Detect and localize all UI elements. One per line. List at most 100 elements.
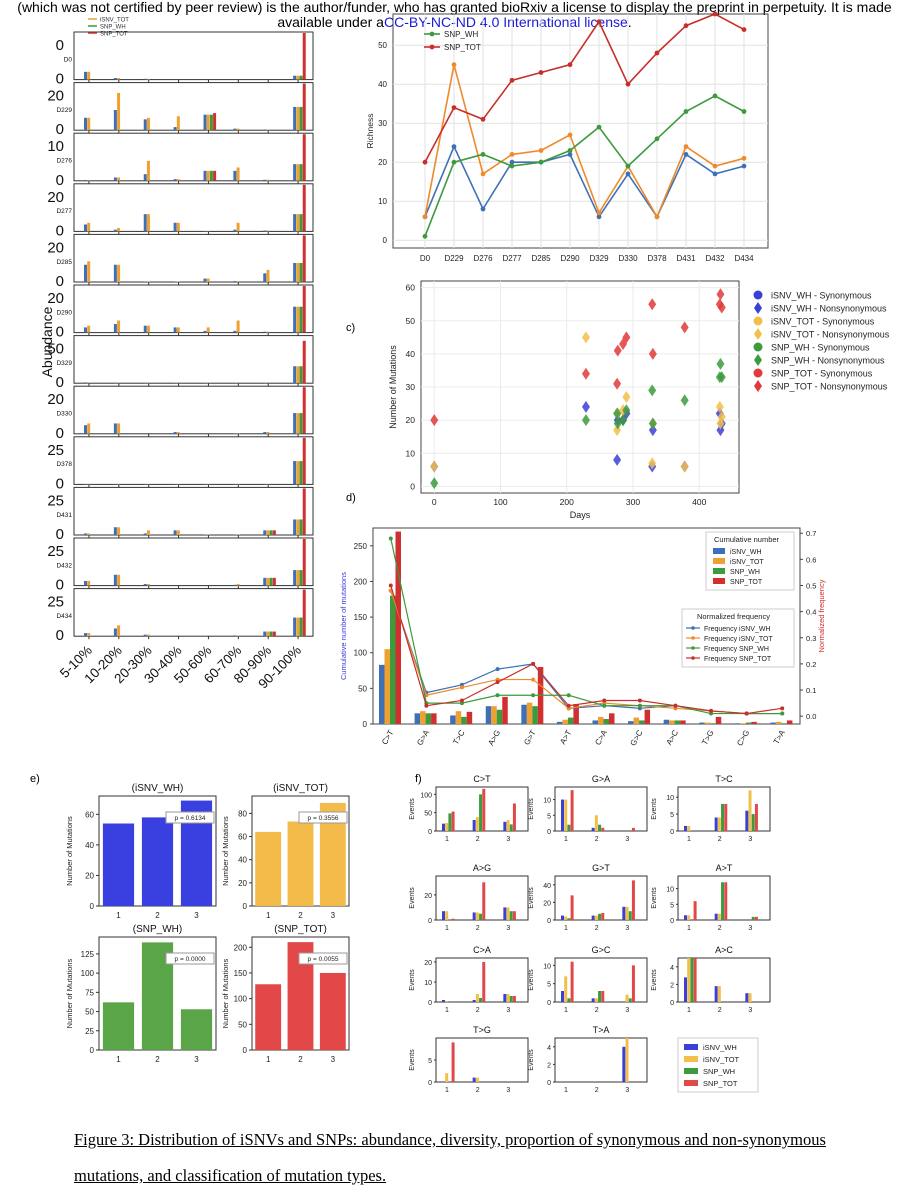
scatter-legend-label: SNP_WH - Nonsynonymous [771, 356, 885, 366]
event-bar [754, 803, 758, 831]
mutation-bar-iSNV_WH [663, 719, 670, 724]
mutation-category-label: T>A [772, 728, 788, 746]
event-bar [625, 994, 629, 1002]
abundance-bar [236, 222, 240, 232]
license-link[interactable]: CC-BY-NC-ND 4.0 International license [383, 14, 628, 30]
event-ytick: 0 [428, 1000, 432, 1007]
mutation-bar-iSNV_WH [699, 722, 705, 724]
event-bar [724, 882, 728, 920]
richness-point [451, 159, 457, 165]
pvalue-label: p = 0.6134 [175, 815, 206, 822]
event-bar [601, 912, 605, 920]
abundance-ytick: 25 [47, 442, 64, 459]
event-bar [690, 958, 694, 1002]
event-bar [445, 1073, 449, 1082]
abundance-bar [209, 170, 213, 181]
event-bar [506, 907, 510, 920]
event-bar [472, 1000, 476, 1002]
abundance-ytick-zero: 0 [56, 172, 64, 189]
event-bar [509, 911, 513, 920]
event-xtick: 2 [476, 1087, 480, 1094]
abundance-bar [302, 83, 306, 131]
abundance-bar [143, 634, 147, 637]
abundance-bar [269, 577, 273, 586]
mutation-bar-SNP_WH [781, 723, 787, 724]
event-bar [451, 918, 455, 920]
richness-point [741, 163, 747, 169]
mutation-ytick-right: 0.4 [806, 608, 816, 617]
richness-ylabel: Richness [365, 114, 375, 149]
abundance-bar [117, 264, 121, 282]
panel-label-f: f) [415, 773, 422, 785]
frequency-line [390, 585, 783, 715]
frequency-point [602, 698, 607, 703]
scatter-point-iSNV_TOT [622, 390, 631, 403]
richness-xtick: D276 [473, 254, 493, 263]
mutation-legend-swatch [713, 568, 725, 574]
group-xtick: 2 [298, 911, 303, 920]
mutation-bar-SNP_WH [567, 717, 574, 724]
scatter-point-SNP_WH [648, 384, 657, 397]
abundance-bar [293, 306, 297, 333]
frequency-point [673, 703, 678, 708]
abundance-bar [173, 327, 177, 333]
abundance-bar [302, 539, 306, 586]
abundance-bar [203, 278, 207, 282]
abundance-bar [296, 164, 300, 181]
event-axes [554, 786, 648, 832]
event-bar [693, 901, 697, 920]
richness-legend-marker [429, 31, 435, 37]
event-legend-swatch [684, 1068, 698, 1074]
event-bar [721, 803, 725, 831]
event-xtick: 1 [445, 1007, 449, 1014]
scatter-point-SNP_WH [622, 404, 631, 417]
abundance-ytick: 50 [47, 341, 64, 358]
abundance-bar [117, 423, 121, 434]
richness-legend-label: SNP_WH [444, 30, 478, 39]
abundance-bar [173, 222, 177, 232]
event-ylabel: Events [409, 887, 416, 909]
abundance-bar [84, 224, 87, 232]
group-ytick: 80 [238, 809, 247, 818]
event-bar [472, 912, 476, 920]
richness-point [480, 206, 486, 212]
richness-xtick: D0 [420, 254, 431, 263]
event-bar [594, 815, 598, 831]
frequency-legend-marker [691, 656, 695, 660]
richness-legend-label: SNP_TOT [444, 43, 481, 52]
scatter-point-SNP_WH [430, 477, 439, 490]
richness-line-SNP_TOT [424, 13, 745, 163]
abundance-bar [206, 114, 210, 131]
mutation-ytick-right: 0.5 [806, 581, 816, 590]
event-bar [570, 790, 574, 831]
mutation-bar-iSNV_TOT [775, 721, 782, 724]
abundance-bar [213, 113, 217, 131]
event-xtick: 3 [625, 1087, 629, 1094]
abundance-bar [233, 330, 237, 333]
scatter-point-SNP_WH [716, 357, 725, 370]
abundance-bar [296, 75, 300, 80]
group-xtick: 2 [155, 1055, 160, 1064]
richness-xtick: D290 [560, 254, 580, 263]
abundance-bar [299, 75, 303, 80]
richness-point [683, 144, 689, 150]
mutation-bar-SNP_TOT [573, 704, 579, 724]
richness-point [509, 159, 515, 165]
abundance-bar [293, 263, 297, 282]
abundance-bar [87, 117, 91, 131]
event-bar [625, 906, 629, 920]
abundance-bar [302, 340, 306, 384]
abundance-bar [146, 634, 150, 637]
event-ytick: 20 [543, 900, 551, 907]
group-bar [102, 1002, 135, 1050]
richness-point [451, 62, 457, 68]
abundance-ytick: 0 [56, 37, 64, 54]
abundance-bar [146, 325, 150, 333]
group-bar [102, 823, 135, 906]
abundance-bar [87, 382, 91, 384]
mutation-bar-iSNV_TOT [562, 719, 568, 724]
scatter-legend-label: iSNV_WH - Nonsynonymous [771, 304, 887, 314]
abundance-bar [117, 625, 121, 637]
event-bar [564, 799, 568, 831]
richness-point [480, 152, 486, 157]
